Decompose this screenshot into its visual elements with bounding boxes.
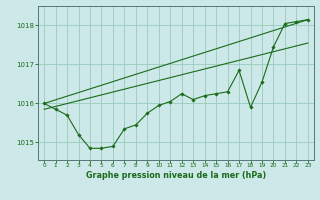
X-axis label: Graphe pression niveau de la mer (hPa): Graphe pression niveau de la mer (hPa)	[86, 171, 266, 180]
